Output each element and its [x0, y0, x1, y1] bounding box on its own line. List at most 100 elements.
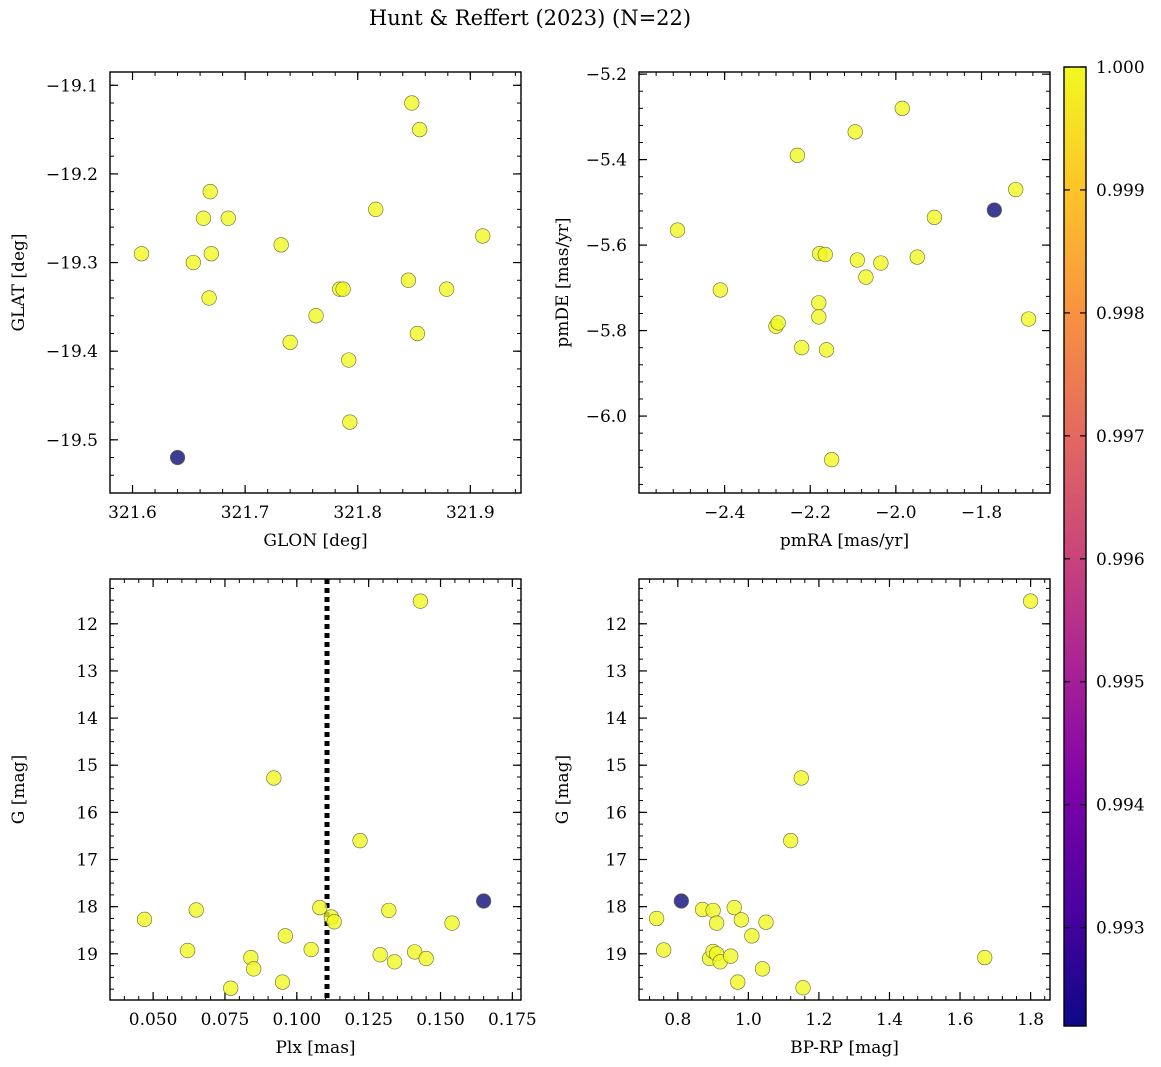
data-point: [1022, 593, 1039, 609]
data-point: [386, 954, 403, 970]
y-tick-label: −19.3: [46, 254, 98, 274]
y-tick-label: 16: [76, 803, 98, 823]
data-point: [277, 928, 293, 944]
data-point: [669, 222, 686, 238]
data-point: [303, 941, 319, 958]
x-tick-label: 1.2: [805, 1010, 832, 1030]
data-point: [308, 308, 324, 324]
data-point: [770, 315, 786, 331]
data-point: [136, 911, 153, 927]
x-tick-label: 321.9: [446, 503, 495, 523]
data-point: [730, 974, 746, 990]
data-point: [282, 334, 298, 350]
x-tick-label: 321.8: [333, 503, 382, 523]
y-tick-label: −5.2: [586, 65, 627, 85]
data-point: [412, 122, 428, 138]
x-tick-label: 0.050: [129, 1010, 178, 1030]
data-point: [1020, 311, 1037, 327]
colorbar-tick-label: 0.994: [1096, 796, 1145, 816]
x-tick-label: 1.8: [1017, 1010, 1044, 1030]
x-axis-label: GLON [deg]: [263, 531, 367, 551]
data-point: [794, 340, 810, 356]
y-tick-label: 17: [76, 851, 98, 871]
data-point: [409, 325, 426, 342]
data-point: [381, 902, 397, 919]
y-tick-label: 17: [605, 851, 627, 871]
data-point: [439, 281, 455, 297]
data-point: [783, 833, 799, 849]
data-point: [811, 309, 827, 325]
y-tick-label: 15: [76, 756, 98, 776]
y-tick-label: 18: [605, 898, 627, 918]
data-point: [712, 282, 728, 298]
data-point: [202, 184, 218, 200]
data-point: [656, 942, 672, 958]
axes-frame: [638, 71, 1051, 494]
data-point: [909, 249, 925, 265]
y-axis-label: G [mag]: [553, 755, 573, 824]
y-tick-label: 14: [76, 709, 98, 729]
x-tick-label: −2.4: [704, 503, 745, 523]
data-point: [705, 902, 721, 919]
y-tick-label: 12: [76, 615, 98, 635]
axes-frame: [109, 578, 522, 1001]
data-point: [476, 893, 492, 909]
data-point: [203, 246, 219, 262]
data-point: [733, 912, 749, 928]
y-tick-label: 13: [76, 662, 98, 682]
data-point: [754, 961, 771, 977]
y-tick-label: 19: [76, 945, 98, 965]
data-point: [335, 281, 351, 297]
panel-cmd: 0.8 1.0 1.2 1.4 1.6 1.8 12 13 14 15 16 17 18 19 BP-RP …: [553, 578, 1051, 1058]
data-point: [824, 452, 840, 468]
data-point: [744, 928, 760, 944]
data-point: [133, 246, 150, 262]
x-tick-label: 0.8: [664, 1010, 691, 1030]
data-point: [817, 246, 833, 263]
data-point: [368, 201, 384, 217]
data-point: [789, 147, 806, 163]
colorbar-tick-label: 0.999: [1096, 181, 1145, 201]
data-point: [246, 961, 262, 977]
colorbar: 0.993 0.994 0.995 0.996 0.997 0.998 0.999 1.000: [1063, 58, 1145, 1027]
data-point: [444, 915, 460, 931]
data-point: [873, 255, 889, 271]
y-tick-label: −19.1: [46, 76, 98, 96]
x-axis-label: pmRA [mas/yr]: [780, 531, 909, 551]
colorbar-tick-label: 0.998: [1096, 304, 1145, 324]
colorbar-tick-label: 0.995: [1096, 673, 1145, 693]
data-point: [266, 770, 282, 786]
data-point: [185, 254, 201, 271]
data-point: [341, 352, 357, 368]
x-tick-label: 1.0: [735, 1010, 762, 1030]
y-tick-label: −19.4: [46, 342, 98, 362]
y-axis-label: pmDE [mas/yr]: [553, 217, 573, 347]
colorbar-tick-label: 0.993: [1096, 919, 1145, 939]
x-tick-label: −2.2: [790, 503, 831, 523]
panel-sky: 321.6 321.7 321.8 321.9 −19.1 −19.2 −19.3 −19.4…: [9, 71, 522, 551]
y-tick-label: 15: [605, 756, 627, 776]
data-point: [475, 228, 491, 244]
y-tick-label: 12: [605, 615, 627, 635]
y-tick-label: 18: [76, 898, 98, 918]
x-tick-label: 0.125: [344, 1010, 393, 1030]
x-tick-label: 1.6: [947, 1010, 974, 1030]
data-point: [312, 899, 328, 916]
panel-plx_g: 0.050 0.075 0.100 0.125 0.150 0.175 12 13 14 15 16…: [9, 578, 537, 1058]
data-point: [188, 902, 204, 918]
data-point: [400, 272, 416, 288]
axes-frame: [638, 578, 1051, 1001]
y-axis-label: GLAT [deg]: [9, 233, 29, 331]
data-point: [649, 910, 665, 927]
data-point: [195, 210, 212, 226]
data-point: [847, 124, 863, 140]
data-point: [758, 914, 774, 930]
axes-frame: [109, 71, 522, 494]
data-point: [858, 269, 874, 285]
data-point: [274, 974, 291, 990]
data-point: [418, 950, 434, 967]
y-tick-label: 14: [605, 709, 627, 729]
data-point: [795, 980, 811, 996]
y-tick-label: 16: [605, 803, 627, 823]
